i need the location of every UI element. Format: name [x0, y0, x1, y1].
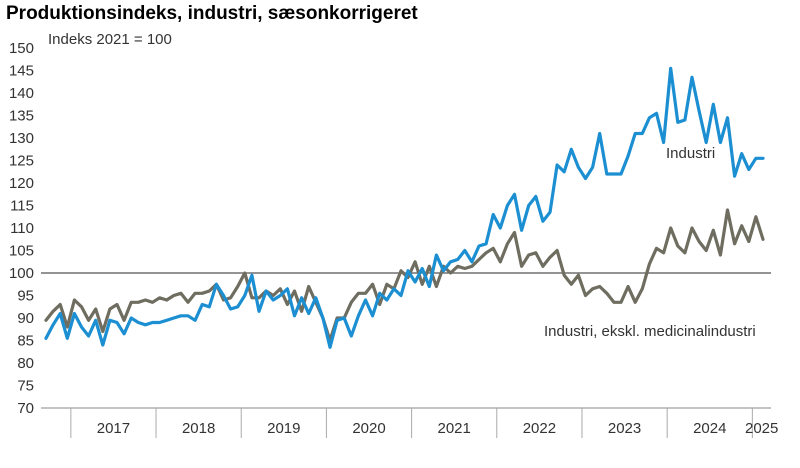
year-label-2018: 2018 [182, 420, 215, 437]
y-tick-label: 95 [17, 288, 34, 305]
y-tick-label: 105 [9, 243, 34, 260]
year-label-2021: 2021 [438, 420, 471, 437]
y-tick-label: 100 [9, 265, 34, 282]
year-label-2024: 2024 [693, 420, 726, 437]
y-tick-label: 130 [9, 130, 34, 147]
y-tick-label: 90 [17, 310, 34, 327]
y-tick-label: 140 [9, 85, 34, 102]
series-label-industri: Industri [666, 145, 715, 162]
y-tick-label: 150 [9, 40, 34, 57]
y-tick-label: 75 [17, 378, 34, 395]
y-tick-label: 120 [9, 175, 34, 192]
series-group [44, 66, 765, 349]
series-line-industri [44, 66, 765, 349]
y-tick-label: 110 [10, 220, 34, 237]
y-tick-label: 85 [17, 333, 34, 350]
year-label-2023: 2023 [608, 420, 641, 437]
year-label-2025: 2025 [745, 420, 778, 437]
year-label-2019: 2019 [267, 420, 300, 437]
y-tick-label: 125 [9, 153, 34, 170]
y-tick-label: 135 [9, 108, 34, 125]
y-tick-label: 145 [9, 63, 34, 80]
y-tick-label: 115 [10, 198, 34, 215]
y-axis: 70 75 80 85 90 95 100 105 110 115 120 125 130 135 140 1… [9, 40, 771, 417]
y-tick-label: 80 [17, 355, 34, 372]
series-line-ekskl-medicinal [44, 208, 765, 343]
year-label-2017: 2017 [97, 420, 130, 437]
year-label-2022: 2022 [523, 420, 556, 437]
x-axis: 2017 2018 2019 2020 2021 2022 2023 2024 2025 [41, 407, 778, 438]
y-tick-label: 70 [17, 400, 34, 417]
chart-title: Produktionsindeks, industri, sæsonkorrig… [6, 3, 418, 24]
series-label-ekskl-medicinal: Industri, ekskl. medicinalindustri [544, 323, 756, 340]
year-label-2020: 2020 [352, 420, 385, 437]
unit-label: Indeks 2021 = 100 [48, 31, 172, 48]
